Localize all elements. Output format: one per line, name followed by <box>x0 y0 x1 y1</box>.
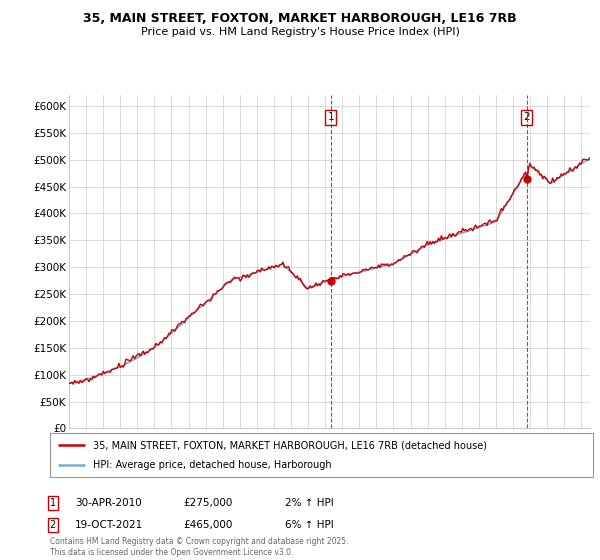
Text: 1: 1 <box>50 498 56 508</box>
Text: 35, MAIN STREET, FOXTON, MARKET HARBOROUGH, LE16 7RB: 35, MAIN STREET, FOXTON, MARKET HARBOROU… <box>83 12 517 25</box>
Text: 30-APR-2010: 30-APR-2010 <box>75 498 142 508</box>
Text: £465,000: £465,000 <box>183 520 232 530</box>
Text: 1: 1 <box>328 112 334 122</box>
Text: 6% ↑ HPI: 6% ↑ HPI <box>285 520 334 530</box>
Text: 2: 2 <box>523 112 530 122</box>
Text: £275,000: £275,000 <box>183 498 232 508</box>
Text: 2: 2 <box>50 520 56 530</box>
Text: 2% ↑ HPI: 2% ↑ HPI <box>285 498 334 508</box>
Text: Contains HM Land Registry data © Crown copyright and database right 2025.
This d: Contains HM Land Registry data © Crown c… <box>50 537 348 557</box>
Text: 35, MAIN STREET, FOXTON, MARKET HARBOROUGH, LE16 7RB (detached house): 35, MAIN STREET, FOXTON, MARKET HARBOROU… <box>93 440 487 450</box>
Text: Price paid vs. HM Land Registry's House Price Index (HPI): Price paid vs. HM Land Registry's House … <box>140 27 460 37</box>
Text: 19-OCT-2021: 19-OCT-2021 <box>75 520 143 530</box>
Text: HPI: Average price, detached house, Harborough: HPI: Average price, detached house, Harb… <box>93 460 332 470</box>
